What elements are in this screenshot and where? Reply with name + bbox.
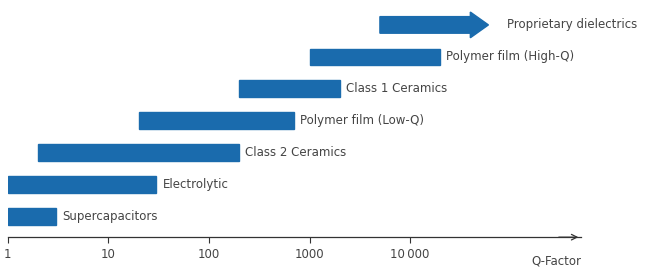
Bar: [309, 49, 441, 65]
Text: Class 2 Ceramics: Class 2 Ceramics: [245, 146, 346, 159]
Text: Proprietary dielectrics: Proprietary dielectrics: [506, 18, 637, 31]
Text: Polymer film (Low-Q): Polymer film (Low-Q): [300, 114, 424, 127]
Bar: [138, 112, 294, 129]
Text: Class 1 Ceramics: Class 1 Ceramics: [346, 82, 447, 95]
Bar: [38, 144, 239, 161]
Bar: [8, 208, 56, 225]
Bar: [8, 176, 157, 193]
Bar: [239, 80, 340, 97]
FancyArrow shape: [380, 12, 488, 38]
Text: Electrolytic: Electrolytic: [162, 178, 228, 191]
Text: Supercapacitors: Supercapacitors: [62, 210, 157, 223]
Text: Q-Factor: Q-Factor: [531, 255, 581, 268]
Text: Polymer film (High-Q): Polymer film (High-Q): [447, 50, 575, 63]
